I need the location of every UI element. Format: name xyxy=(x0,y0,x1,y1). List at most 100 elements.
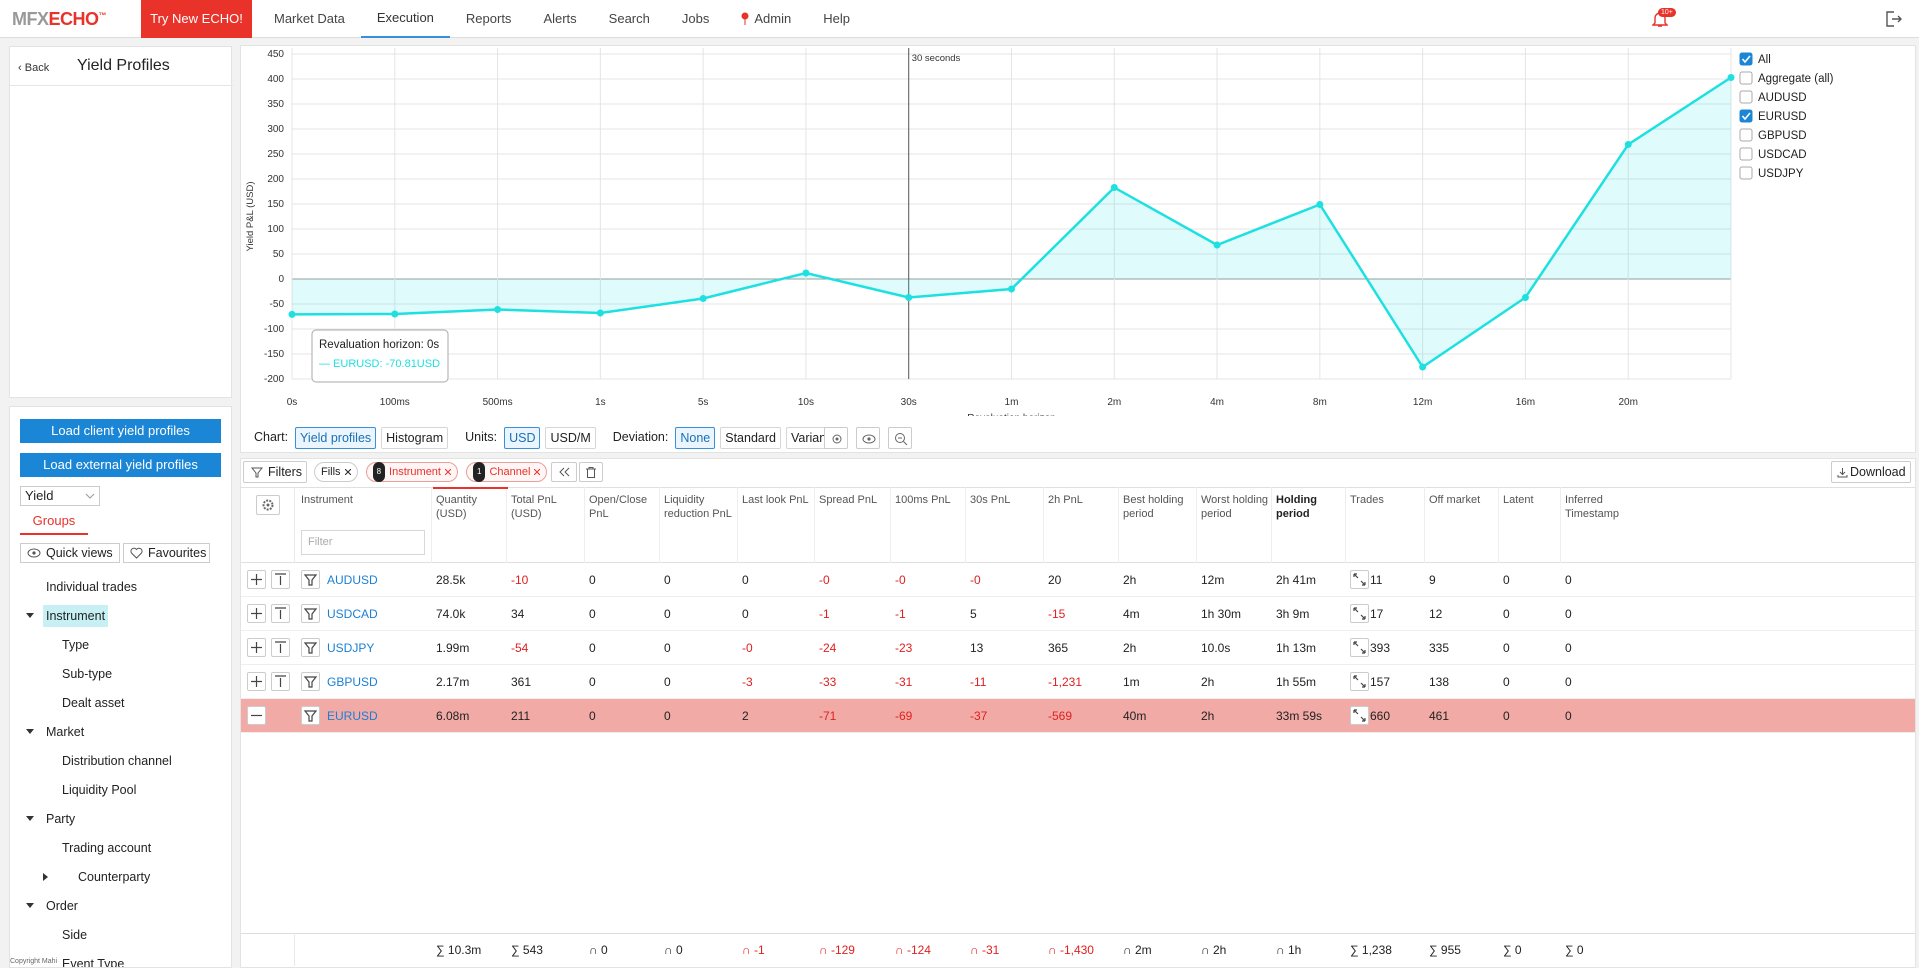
expand-trades[interactable] xyxy=(1350,672,1369,691)
header-cell[interactable]: 30s PnL xyxy=(970,494,1011,506)
nav-item[interactable]: Alerts xyxy=(527,0,592,38)
header-cell[interactable]: Inferred Timestamp xyxy=(1565,494,1619,520)
logout-icon[interactable] xyxy=(1884,10,1902,28)
nav-item[interactable]: Search xyxy=(593,0,666,38)
collapse-row[interactable] xyxy=(247,706,266,725)
header-cell[interactable]: Open/Close PnL xyxy=(589,494,648,520)
quick-views-button[interactable]: Quick views xyxy=(20,543,120,563)
filter-row[interactable] xyxy=(301,570,320,589)
instrument-link[interactable]: AUDUSD xyxy=(327,573,378,587)
tree-item[interactable]: Counterparty xyxy=(78,870,151,884)
load-client-button[interactable]: Load client yield profiles xyxy=(20,419,221,443)
header-cell[interactable]: 2h PnL xyxy=(1048,494,1083,506)
favourites-button[interactable]: Favourites xyxy=(123,543,210,563)
header-cell[interactable]: Holding period xyxy=(1276,494,1317,520)
nav-item[interactable]: Jobs xyxy=(666,0,725,38)
groups-tab[interactable]: Groups xyxy=(20,513,88,535)
control[interactable]: USD/M xyxy=(545,427,596,449)
header-cell[interactable]: Trades xyxy=(1350,494,1384,506)
header-cell[interactable]: Last look PnL xyxy=(742,494,809,506)
expand-trades[interactable] xyxy=(1350,706,1369,725)
x-tick-label: 16m xyxy=(1516,397,1535,408)
nav-item[interactable]: Execution xyxy=(360,0,450,38)
filter-row[interactable] xyxy=(301,706,320,725)
header-cell[interactable]: Best holding period xyxy=(1123,494,1184,520)
collapse-button[interactable] xyxy=(551,462,578,482)
nav-item[interactable]: Help xyxy=(807,0,866,38)
expand-trades[interactable] xyxy=(1350,604,1369,623)
control[interactable]: Yield profiles xyxy=(295,427,377,449)
pin-top[interactable] xyxy=(271,638,290,657)
instrument-link[interactable]: USDJPY xyxy=(327,641,375,655)
download-button[interactable]: Download xyxy=(1831,461,1911,483)
row[interactable] xyxy=(241,631,1915,665)
header-cell[interactable]: Latent xyxy=(1503,494,1534,506)
selector-label: EURUSD xyxy=(1758,111,1807,123)
tree-item[interactable]: Event Type xyxy=(62,957,125,968)
instrument-link[interactable]: USDCAD xyxy=(327,607,378,621)
load-external-button[interactable]: Load external yield profiles xyxy=(20,453,221,477)
pin-top[interactable] xyxy=(271,672,290,691)
control[interactable]: USD xyxy=(504,427,541,449)
tree-item[interactable]: Liquidity Pool xyxy=(62,783,137,797)
tree-item[interactable]: Individual trades xyxy=(46,580,138,594)
expand-row[interactable] xyxy=(247,604,266,623)
nav-item[interactable]: Admin xyxy=(725,0,807,38)
total-cell: ∩ -124 xyxy=(895,943,931,957)
control[interactable]: Standard xyxy=(720,427,781,449)
tree-item[interactable]: Party xyxy=(46,812,76,826)
expand-row[interactable] xyxy=(247,672,266,691)
header-cell[interactable]: Quantity (USD) xyxy=(436,494,477,520)
row[interactable] xyxy=(241,563,1915,597)
select[interactable]: Yield xyxy=(20,486,100,506)
back-link[interactable]: ‹ Back xyxy=(18,62,50,74)
pin-top[interactable] xyxy=(271,604,290,623)
pin-top[interactable] xyxy=(271,570,290,589)
row[interactable] xyxy=(241,597,1915,631)
instrument-link[interactable]: EURUSD xyxy=(327,709,378,723)
expand-trades[interactable] xyxy=(1350,570,1369,589)
filter-row[interactable] xyxy=(301,638,320,657)
chip[interactable]: Fills xyxy=(314,462,358,482)
tree-item[interactable]: Order xyxy=(46,899,78,913)
settings-button[interactable] xyxy=(256,495,280,515)
tree-item[interactable]: Market xyxy=(46,725,85,739)
chip[interactable]: 1 Channel xyxy=(465,462,548,482)
header-cell[interactable]: Instrument xyxy=(301,494,353,506)
tree-item[interactable]: Instrument xyxy=(43,605,109,627)
eye-icon[interactable] xyxy=(856,427,880,449)
header-cell[interactable]: Off market xyxy=(1429,494,1481,506)
try-button[interactable]: Try New ECHO! xyxy=(141,0,252,38)
caret xyxy=(85,493,95,499)
tree-item[interactable]: Distribution channel xyxy=(62,754,172,768)
filters-button[interactable]: Filters xyxy=(243,461,307,483)
logo[interactable]: MFXECHO™ xyxy=(12,9,106,30)
control[interactable]: Histogram xyxy=(381,427,449,449)
instrument-link[interactable]: GBPUSD xyxy=(327,675,378,689)
nav-item[interactable]: Reports xyxy=(450,0,528,38)
filter-row[interactable] xyxy=(301,604,320,623)
expand-row[interactable] xyxy=(247,570,266,589)
tree-item[interactable]: Trading account xyxy=(62,841,152,855)
filter-input[interactable]: Filter xyxy=(301,530,425,555)
nav-item[interactable]: Market Data xyxy=(258,0,361,38)
control[interactable]: None xyxy=(675,427,716,449)
header-cell[interactable]: Worst holding period xyxy=(1201,494,1269,520)
filter-row[interactable] xyxy=(301,672,320,691)
settings-icon[interactable] xyxy=(824,427,848,449)
row[interactable] xyxy=(241,665,1915,699)
header-cell[interactable]: Liquidity reduction PnL xyxy=(664,494,732,520)
expand-trades[interactable] xyxy=(1350,638,1369,657)
header-cell[interactable]: Total PnL (USD) xyxy=(511,494,557,520)
tree-item[interactable]: Type xyxy=(62,638,90,652)
delete-button[interactable] xyxy=(579,462,604,482)
chip[interactable]: 8 Instrument xyxy=(365,462,458,482)
tree-item[interactable]: Sub-type xyxy=(62,667,113,681)
header-cell[interactable]: Spread PnL xyxy=(819,494,878,506)
tree-item[interactable]: Dealt asset xyxy=(62,696,125,710)
tree-item[interactable]: Side xyxy=(62,928,88,942)
header-cell[interactable]: 100ms PnL xyxy=(895,494,951,506)
zoom-out-icon[interactable] xyxy=(888,427,912,449)
expand-row[interactable] xyxy=(247,638,266,657)
row[interactable] xyxy=(241,699,1915,733)
